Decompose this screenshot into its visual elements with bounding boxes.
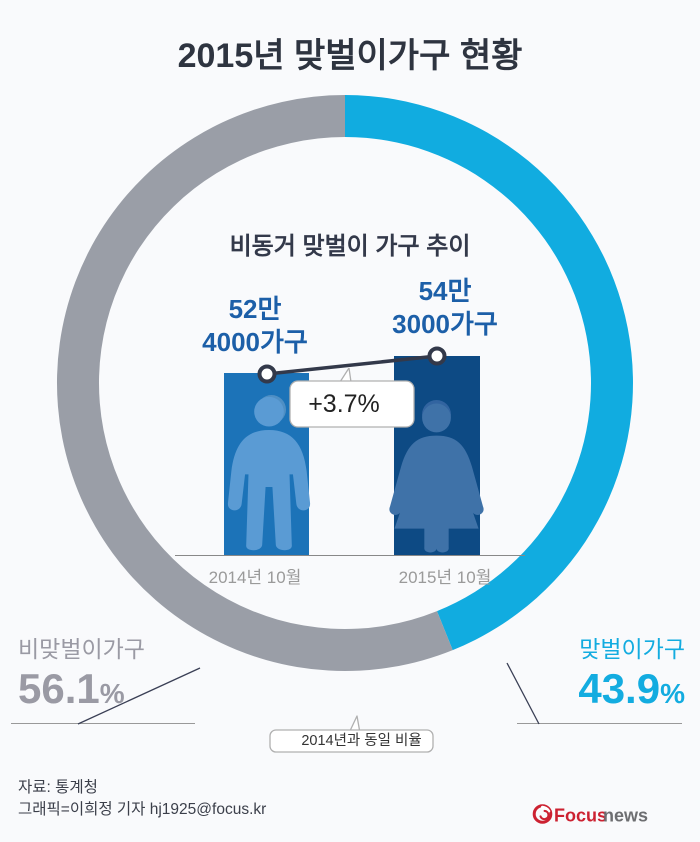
svg-text:news: news bbox=[603, 806, 648, 826]
svg-text:Focus: Focus bbox=[554, 806, 607, 826]
